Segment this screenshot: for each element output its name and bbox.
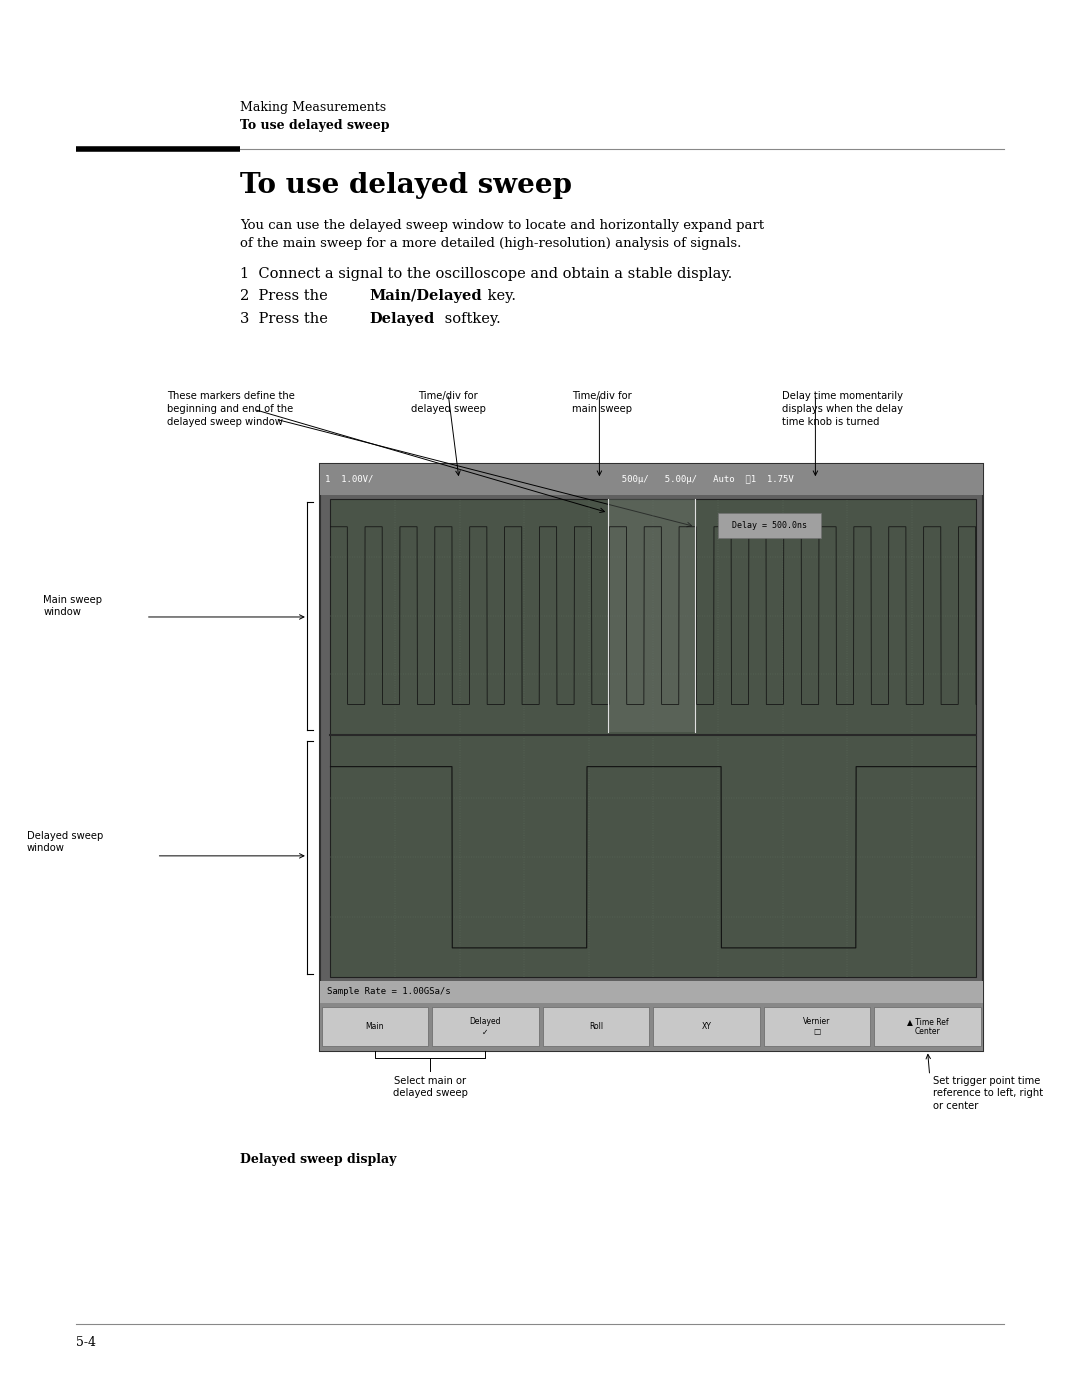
Text: 2  Press the: 2 Press the [240, 289, 333, 303]
Text: Vernier
□: Vernier □ [804, 1017, 831, 1037]
Text: 1  Connect a signal to the oscilloscope and obtain a stable display.: 1 Connect a signal to the oscilloscope a… [240, 267, 732, 281]
Text: Set trigger point time
reference to left, right
or center: Set trigger point time reference to left… [933, 1076, 1043, 1111]
Text: Time/div for
main sweep: Time/div for main sweep [571, 391, 632, 414]
Text: These markers define the
beginning and end of the
delayed sweep window: These markers define the beginning and e… [167, 391, 295, 426]
FancyBboxPatch shape [764, 1007, 870, 1046]
Text: Delayed sweep
window: Delayed sweep window [27, 831, 104, 854]
Text: softkey.: softkey. [440, 312, 500, 326]
FancyBboxPatch shape [320, 1003, 983, 1051]
Text: Time/div for
delayed sweep: Time/div for delayed sweep [410, 391, 486, 414]
Text: XY: XY [702, 1023, 712, 1031]
Text: Delay time momentarily
displays when the delay
time knob is turned: Delay time momentarily displays when the… [782, 391, 903, 426]
Text: Main: Main [366, 1023, 384, 1031]
Text: You can use the delayed sweep window to locate and horizontally expand part
of t: You can use the delayed sweep window to … [240, 219, 764, 250]
Text: Sample Rate = 1.00GSa/s: Sample Rate = 1.00GSa/s [327, 988, 450, 996]
FancyBboxPatch shape [718, 513, 821, 538]
Text: To use delayed sweep: To use delayed sweep [240, 119, 389, 131]
Text: 500μ/   5.00μ/   Auto  ⌇1  1.75V: 500μ/ 5.00μ/ Auto ⌇1 1.75V [611, 475, 794, 483]
Text: 5-4: 5-4 [76, 1336, 96, 1348]
FancyBboxPatch shape [320, 464, 983, 1051]
FancyBboxPatch shape [320, 464, 983, 495]
Text: Delayed: Delayed [369, 312, 434, 326]
Text: key.: key. [483, 289, 516, 303]
Text: Select main or
delayed sweep: Select main or delayed sweep [393, 1076, 468, 1098]
Text: Delayed
✓: Delayed ✓ [470, 1017, 501, 1037]
Text: Making Measurements: Making Measurements [240, 101, 386, 113]
FancyBboxPatch shape [330, 499, 976, 977]
Text: ▲ Time Ref
Center: ▲ Time Ref Center [907, 1017, 948, 1037]
FancyBboxPatch shape [608, 499, 696, 732]
FancyBboxPatch shape [653, 1007, 759, 1046]
FancyBboxPatch shape [432, 1007, 539, 1046]
FancyBboxPatch shape [322, 1007, 428, 1046]
Text: To use delayed sweep: To use delayed sweep [240, 172, 571, 198]
FancyBboxPatch shape [875, 1007, 981, 1046]
Text: Main sweep
window: Main sweep window [43, 595, 103, 617]
Text: Delayed sweep display: Delayed sweep display [240, 1153, 396, 1165]
Text: 1  1.00V/: 1 1.00V/ [325, 475, 374, 483]
FancyBboxPatch shape [320, 981, 983, 1003]
Text: Main/Delayed: Main/Delayed [369, 289, 482, 303]
FancyBboxPatch shape [543, 1007, 649, 1046]
Text: Roll: Roll [589, 1023, 603, 1031]
Text: Delay = 500.0ns: Delay = 500.0ns [732, 521, 807, 529]
Text: 3  Press the: 3 Press the [240, 312, 333, 326]
